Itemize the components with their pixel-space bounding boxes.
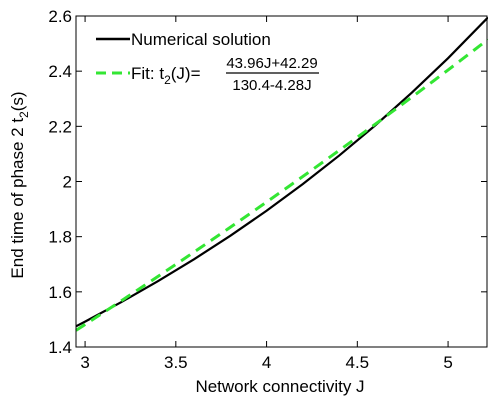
ticks: 3 3.5 4 4.5 5 1.4 1.6 1.8 2 2.2 2.4 2.6 bbox=[48, 7, 487, 372]
series-line-numerical bbox=[75, 16, 488, 328]
x-tick-label: 4.5 bbox=[346, 353, 370, 372]
y-axis-label: End time of phase 2 t2(s) bbox=[8, 91, 31, 278]
y-axis-label-subscript: 2 bbox=[17, 111, 31, 118]
y-tick-label: 2.4 bbox=[48, 62, 72, 81]
y-tick-label: 1.4 bbox=[48, 338, 72, 357]
legend-label-fit: Fit: t2(J)= bbox=[131, 64, 201, 87]
series-line-fit bbox=[75, 38, 488, 332]
y-tick-label: 2 bbox=[63, 173, 72, 192]
x-tick-label: 3.5 bbox=[164, 353, 188, 372]
x-tick-label: 3 bbox=[80, 353, 89, 372]
plot-marks bbox=[75, 16, 488, 332]
x-axis-label: Network connectivity J bbox=[195, 377, 364, 396]
y-tick-label: 1.6 bbox=[48, 283, 72, 302]
legend: Numerical solution Fit: t2(J)= 43.96J+42… bbox=[96, 30, 319, 94]
legend-fit-numerator: 43.96J+42.29 bbox=[226, 55, 317, 72]
y-axis-label-unit: (s) bbox=[8, 91, 27, 111]
legend-fit-prefix: Fit: t bbox=[131, 64, 164, 83]
legend-fit-mid: (J)= bbox=[171, 64, 201, 83]
x-tick-label: 4 bbox=[262, 353, 271, 372]
y-axis-label-main: End time of phase 2 t bbox=[8, 118, 27, 279]
y-tick-label: 1.8 bbox=[48, 228, 72, 247]
legend-fit-subscript: 2 bbox=[164, 73, 171, 87]
y-tick-label: 2.2 bbox=[48, 117, 72, 136]
legend-fit-denominator: 130.4-4.28J bbox=[232, 77, 311, 94]
y-tick-label: 2.6 bbox=[48, 7, 72, 26]
legend-label-numerical: Numerical solution bbox=[131, 30, 271, 49]
x-tick-label: 5 bbox=[443, 353, 452, 372]
